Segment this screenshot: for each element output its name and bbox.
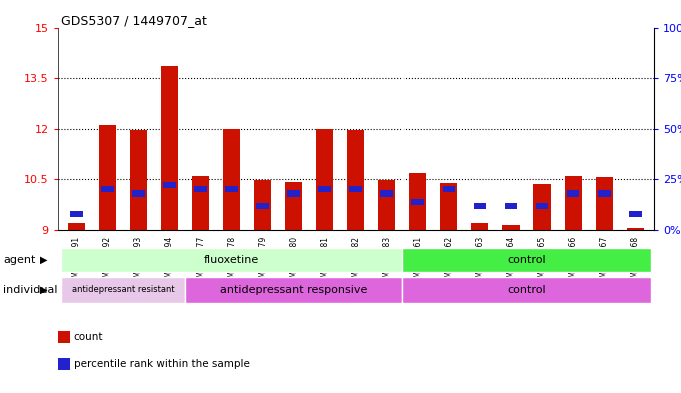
Bar <box>70 211 83 217</box>
Bar <box>192 176 209 230</box>
Bar <box>533 184 550 230</box>
Text: antidepressant resistant: antidepressant resistant <box>72 285 174 294</box>
Text: agent: agent <box>3 255 36 265</box>
Bar <box>101 186 114 193</box>
Bar <box>130 130 147 230</box>
Bar <box>163 182 176 188</box>
Bar <box>402 248 650 272</box>
Text: fluoxetine: fluoxetine <box>204 255 259 265</box>
Text: ▶: ▶ <box>39 255 47 265</box>
Bar <box>223 129 240 230</box>
Bar <box>402 277 650 303</box>
Bar <box>409 173 426 230</box>
Text: ▶: ▶ <box>39 285 47 295</box>
Bar <box>319 186 331 193</box>
Bar <box>61 248 402 272</box>
Text: control: control <box>507 285 546 295</box>
Bar <box>61 277 185 303</box>
Bar <box>349 186 362 193</box>
Bar <box>473 202 486 209</box>
Bar <box>411 198 424 205</box>
Bar <box>567 191 580 196</box>
Bar <box>596 176 613 230</box>
Bar <box>503 225 520 230</box>
Text: control: control <box>507 255 546 265</box>
Bar <box>285 182 302 230</box>
Bar <box>598 191 610 196</box>
Bar <box>225 186 238 193</box>
Bar <box>254 180 271 230</box>
Bar <box>441 183 458 230</box>
Bar <box>161 66 178 230</box>
Bar <box>505 202 518 209</box>
Bar <box>99 125 116 230</box>
Bar <box>627 228 644 230</box>
Text: GDS5307 / 1449707_at: GDS5307 / 1449707_at <box>61 14 207 27</box>
Bar <box>536 202 548 209</box>
Bar <box>316 129 333 230</box>
Bar <box>381 191 393 196</box>
Text: individual: individual <box>3 285 58 295</box>
Bar <box>443 186 456 193</box>
Bar <box>287 191 300 196</box>
Bar <box>565 176 582 230</box>
Bar <box>132 191 145 196</box>
Text: count: count <box>74 332 103 342</box>
Bar <box>68 223 85 230</box>
Text: percentile rank within the sample: percentile rank within the sample <box>74 359 249 369</box>
Bar <box>256 202 269 209</box>
Bar <box>194 186 207 193</box>
Bar <box>379 180 396 230</box>
Text: antidepressant responsive: antidepressant responsive <box>220 285 368 295</box>
Bar <box>185 277 402 303</box>
Bar <box>629 211 642 217</box>
Bar <box>471 223 488 230</box>
Bar <box>347 130 364 230</box>
